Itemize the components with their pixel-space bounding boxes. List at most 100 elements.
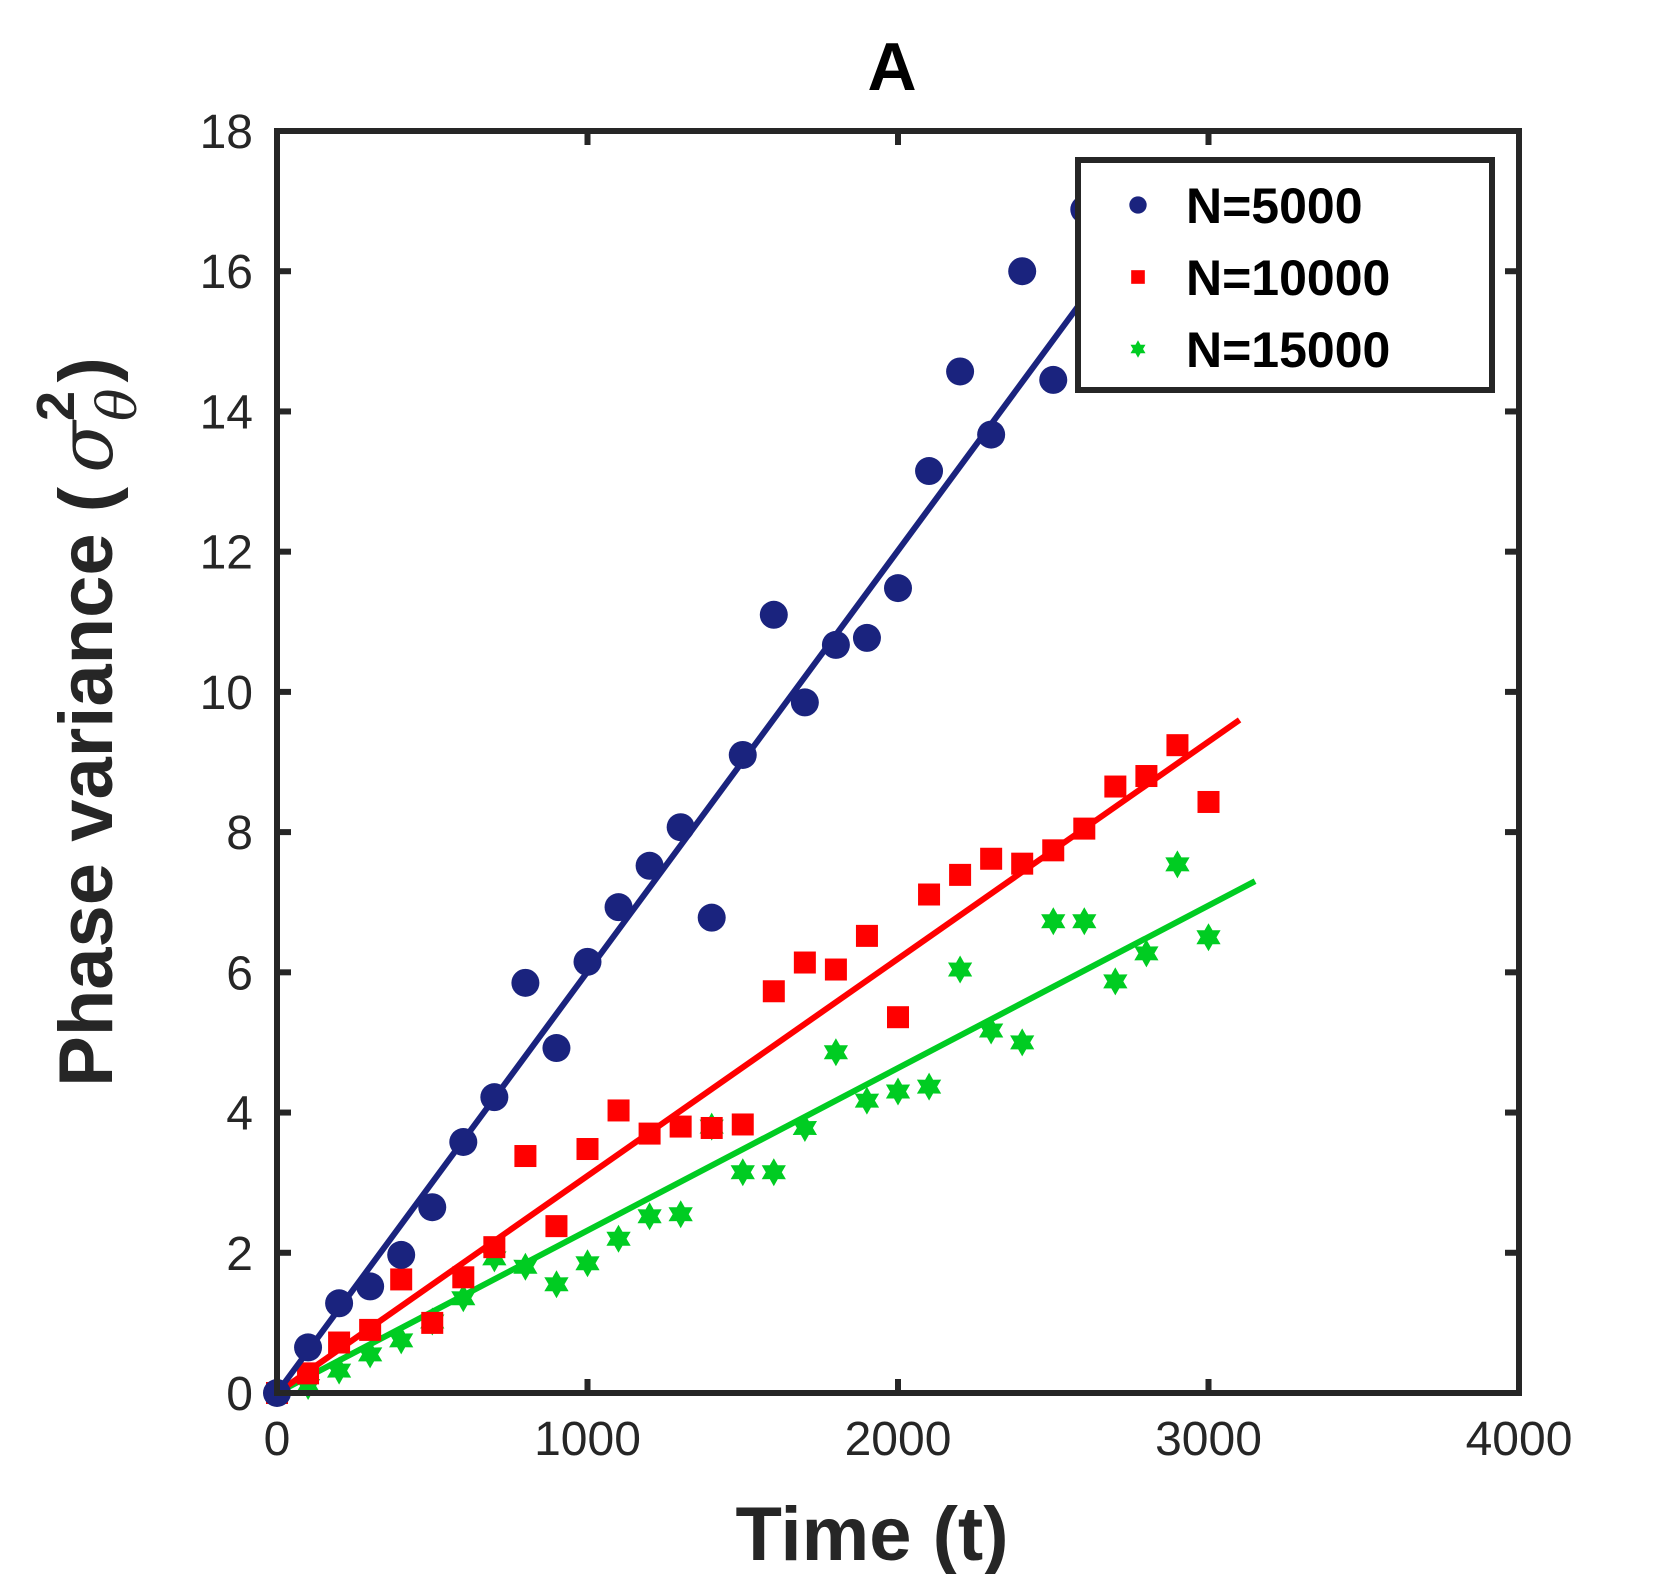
data-point-n15000 xyxy=(1134,939,1159,968)
data-point-n10000 xyxy=(390,1268,413,1291)
data-point-n10000 xyxy=(1166,734,1189,757)
data-point-n5000 xyxy=(573,947,602,976)
data-point-n10000 xyxy=(607,1099,630,1122)
y-tick-label: 12 xyxy=(200,527,253,580)
data-point-n15000 xyxy=(792,1114,817,1142)
data-point-n10000 xyxy=(421,1311,444,1334)
data-point-n15000 xyxy=(327,1356,352,1385)
data-point-n15000 xyxy=(730,1158,755,1187)
data-point-n15000 xyxy=(1165,850,1190,879)
data-point-n5000 xyxy=(294,1333,323,1362)
data-point-n15000 xyxy=(389,1326,414,1355)
data-point-n10000 xyxy=(918,883,941,906)
data-point-n15000 xyxy=(948,955,973,984)
data-point-n10000 xyxy=(328,1331,351,1354)
data-point-n5000 xyxy=(325,1289,354,1318)
data-point-n10000 xyxy=(762,980,785,1003)
data-point-n5000 xyxy=(666,813,695,842)
data-point-n10000 xyxy=(359,1318,382,1341)
data-point-n15000 xyxy=(885,1077,911,1106)
legend-marker-n5000 xyxy=(1129,196,1147,214)
legend-label-n5000: N=5000 xyxy=(1186,178,1363,234)
svg-text:Phase variance (σ2θ): Phase variance (σ2θ) xyxy=(26,357,149,1087)
data-point-n5000 xyxy=(728,740,757,769)
data-point-n10000 xyxy=(824,958,847,981)
data-point-n15000 xyxy=(575,1249,600,1278)
data-point-n5000 xyxy=(356,1272,385,1301)
data-point-n5000 xyxy=(977,420,1006,449)
fit-line-n15000 xyxy=(275,878,1257,1396)
legend-label-n10000: N=10000 xyxy=(1186,250,1390,306)
data-point-n5000 xyxy=(884,574,912,603)
data-point-n10000 xyxy=(1197,790,1220,813)
data-point-n15000 xyxy=(1072,907,1097,936)
legend: N=5000 N=10000 N=15000 xyxy=(1075,157,1495,393)
data-point-n15000 xyxy=(637,1202,662,1231)
data-point-n15000 xyxy=(1196,923,1221,952)
data-point-n15000 xyxy=(606,1224,631,1253)
data-point-n5000 xyxy=(821,630,850,659)
data-point-n10000 xyxy=(483,1236,506,1259)
data-point-n15000 xyxy=(451,1284,476,1313)
legend-marker-n10000 xyxy=(1131,270,1145,284)
data-point-n10000 xyxy=(731,1113,754,1136)
y-tick-label: 6 xyxy=(226,947,253,1000)
data-point-n15000 xyxy=(823,1038,848,1067)
data-point-n10000 xyxy=(1104,775,1127,798)
data-point-n10000 xyxy=(700,1116,723,1139)
data-point-n5000 xyxy=(418,1193,447,1222)
y-axis-label-close: ) xyxy=(44,357,129,382)
data-point-n10000 xyxy=(887,1006,909,1029)
data-point-n5000 xyxy=(759,600,788,629)
y-axis-label-sigma: σ xyxy=(41,419,130,473)
data-point-n10000 xyxy=(514,1145,537,1168)
data-point-n5000 xyxy=(449,1128,478,1157)
data-point-n15000 xyxy=(668,1200,693,1229)
data-point-n10000 xyxy=(297,1362,320,1385)
x-tick-label: 4000 xyxy=(1466,1413,1573,1466)
data-point-n5000 xyxy=(542,1034,571,1063)
y-tick-label: 14 xyxy=(200,386,253,439)
data-point-n5000 xyxy=(790,688,819,717)
data-point-n15000 xyxy=(295,1372,321,1400)
data-point-n15000 xyxy=(1041,907,1066,936)
data-point-n10000 xyxy=(855,924,878,947)
y-tick-label: 0 xyxy=(226,1368,253,1421)
data-point-n10000 xyxy=(576,1138,599,1161)
data-point-n10000 xyxy=(1135,765,1158,788)
data-point-n10000 xyxy=(638,1122,661,1145)
chart-title: A xyxy=(867,29,916,105)
data-point-n5000 xyxy=(387,1240,416,1269)
data-point-n10000 xyxy=(949,863,972,886)
y-axis-label: Phase variance (σ2θ) xyxy=(26,357,149,1087)
x-tick-label: 0 xyxy=(264,1413,291,1466)
y-axis-label-text: Phase variance ( xyxy=(44,486,129,1087)
legend-label-n15000: N=15000 xyxy=(1186,322,1390,378)
data-point-n5000 xyxy=(915,457,944,486)
data-point-n10000 xyxy=(452,1266,475,1289)
data-point-n15000 xyxy=(513,1252,538,1281)
data-point-n15000 xyxy=(482,1244,507,1273)
data-point-n5000 xyxy=(635,851,664,880)
data-point-n15000 xyxy=(854,1086,880,1115)
y-axis-label-subscript: θ xyxy=(86,388,149,421)
y-tick-label: 10 xyxy=(200,667,253,720)
legend-marker-n15000 xyxy=(1130,340,1146,358)
data-point-n10000 xyxy=(545,1215,568,1238)
y-tick-label: 4 xyxy=(226,1088,253,1141)
data-point-n5000 xyxy=(1039,365,1068,394)
data-point-n15000 xyxy=(358,1340,383,1369)
fit-line-n5000 xyxy=(274,304,1081,1395)
data-point-n10000 xyxy=(793,951,816,974)
data-point-n10000 xyxy=(1042,839,1065,862)
y-tick-label: 16 xyxy=(200,246,253,299)
data-point-n10000 xyxy=(1011,852,1034,875)
data-point-n5000 xyxy=(946,357,975,386)
y-tick-label: 18 xyxy=(200,106,253,159)
data-point-n5000 xyxy=(604,893,633,922)
x-axis-label: Time (t) xyxy=(735,1492,1008,1574)
data-point-n15000 xyxy=(979,1016,1004,1045)
data-point-n10000 xyxy=(980,847,1003,870)
data-point-n5000 xyxy=(852,623,881,652)
data-point-n5000 xyxy=(480,1083,509,1112)
